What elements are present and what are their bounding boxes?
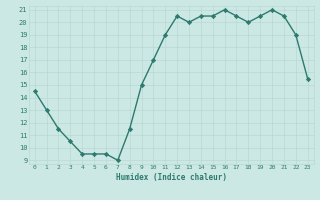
X-axis label: Humidex (Indice chaleur): Humidex (Indice chaleur) <box>116 173 227 182</box>
